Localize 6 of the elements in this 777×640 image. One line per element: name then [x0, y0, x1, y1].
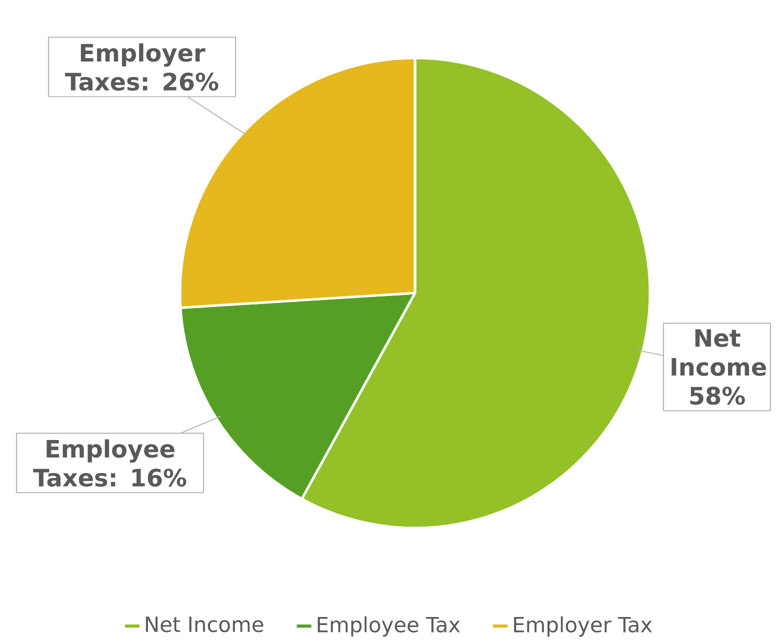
data-label: Net Income 58%	[672, 329, 766, 405]
legend-label: Net Income	[146, 616, 264, 632]
data-label: Employee Taxes: 16%	[33, 439, 186, 487]
data-label: Employer Taxes: 26%	[65, 43, 218, 91]
legend-label: Employee Tax	[318, 616, 460, 637]
legend-label: Employer Tax	[514, 616, 652, 637]
